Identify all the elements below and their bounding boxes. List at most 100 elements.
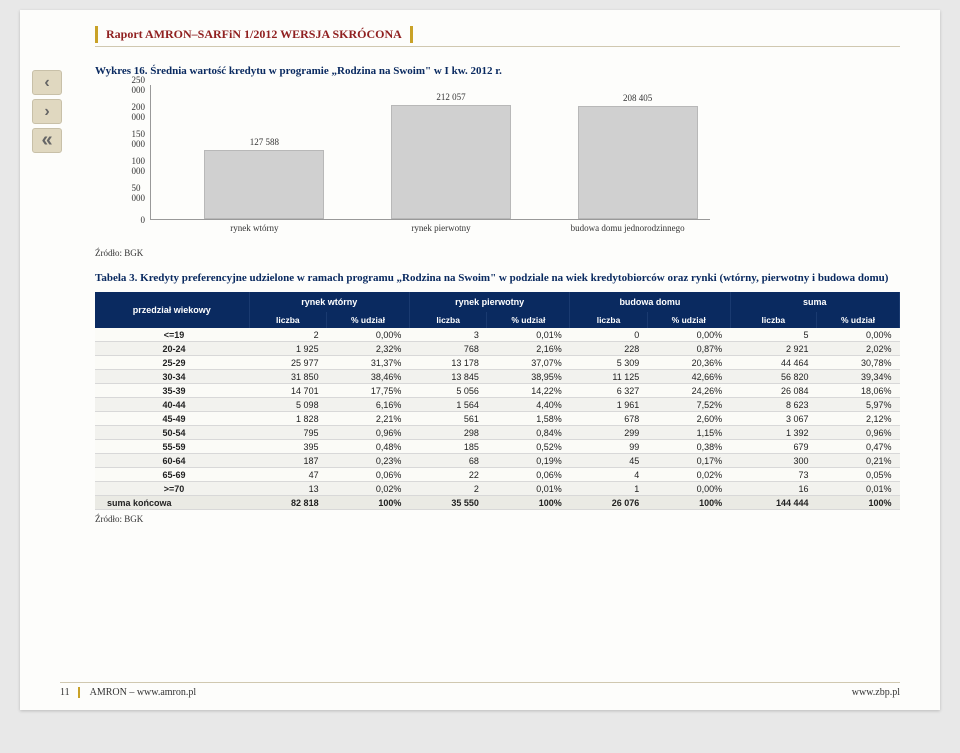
cell: 2,02%	[817, 342, 900, 356]
bar-value-label: 208 405	[579, 93, 697, 103]
cell: 144 444	[730, 496, 816, 510]
cell: 0,17%	[647, 454, 730, 468]
cell: 0,96%	[817, 426, 900, 440]
chart-bar: 127 588	[204, 150, 324, 219]
cell: 0,19%	[487, 454, 570, 468]
table-row: 45-491 8282,21%5611,58%6782,60%3 0672,12…	[95, 412, 900, 426]
nav-buttons: ‹ › «	[32, 70, 62, 157]
table-row: >=70130,02%20,01%10,00%160,01%	[95, 482, 900, 496]
table-row: 55-593950,48%1850,52%990,38%6790,47%	[95, 440, 900, 454]
cell: 0,00%	[647, 328, 730, 342]
x-category: rynek wtórny	[171, 219, 338, 233]
cell: 5 309	[570, 356, 648, 370]
cell: 0	[570, 328, 648, 342]
prev-page-button[interactable]: ‹	[32, 70, 62, 95]
table-title: Tabela 3. Kredyty preferencyjne udzielon…	[95, 272, 900, 284]
cell: 2	[409, 482, 487, 496]
cell: 99	[570, 440, 648, 454]
cell: 26 084	[730, 384, 816, 398]
row-key: 50-54	[95, 426, 249, 440]
cell: 11 125	[570, 370, 648, 384]
cell: 1	[570, 482, 648, 496]
cell: 187	[249, 454, 327, 468]
cell: 14,22%	[487, 384, 570, 398]
row-key: 55-59	[95, 440, 249, 454]
cell: 0,01%	[487, 482, 570, 496]
cell: 26 076	[570, 496, 648, 510]
cell: 5	[730, 328, 816, 342]
cell: 0,01%	[817, 482, 900, 496]
col-sub-header: % udział	[647, 312, 730, 328]
cell: 795	[249, 426, 327, 440]
cell: 4,40%	[487, 398, 570, 412]
table-source: Źródło: BGK	[95, 514, 900, 524]
cell: 0,47%	[817, 440, 900, 454]
cell: 38,46%	[327, 370, 410, 384]
footer: 11 AMRON – www.amron.pl www.zbp.pl	[60, 682, 900, 698]
cell: 17,75%	[327, 384, 410, 398]
cell: 82 818	[249, 496, 327, 510]
cell: 2,21%	[327, 412, 410, 426]
row-key: 30-34	[95, 370, 249, 384]
table-row: 30-3431 85038,46%13 84538,95%11 12542,66…	[95, 370, 900, 384]
cell: 56 820	[730, 370, 816, 384]
row-key: <=19	[95, 328, 249, 342]
cell: 100%	[327, 496, 410, 510]
cell: 300	[730, 454, 816, 468]
cell: 5 098	[249, 398, 327, 412]
cell: 1 961	[570, 398, 648, 412]
cell: 35 550	[409, 496, 487, 510]
cell: 1,58%	[487, 412, 570, 426]
col-sub-header: liczba	[249, 312, 327, 328]
y-tick: 200 000	[132, 102, 152, 122]
cell: 0,96%	[327, 426, 410, 440]
table-row: 60-641870,23%680,19%450,17%3000,21%	[95, 454, 900, 468]
y-tick: 0	[141, 215, 152, 225]
cell: 42,66%	[647, 370, 730, 384]
cell: 100%	[487, 496, 570, 510]
cell: 31,37%	[327, 356, 410, 370]
cell: 1 392	[730, 426, 816, 440]
cell: 73	[730, 468, 816, 482]
cell: 6,16%	[327, 398, 410, 412]
back-button[interactable]: «	[32, 128, 62, 153]
col-header-rowkey: przedział wiekowy	[95, 292, 249, 328]
y-tick: 150 000	[132, 129, 152, 149]
chart-bar: 208 405	[578, 106, 698, 219]
cell: 0,05%	[817, 468, 900, 482]
cell: 13 845	[409, 370, 487, 384]
row-key: 40-44	[95, 398, 249, 412]
cell: 0,84%	[487, 426, 570, 440]
cell: 7,52%	[647, 398, 730, 412]
cell: 31 850	[249, 370, 327, 384]
row-key: 35-39	[95, 384, 249, 398]
cell: 1 925	[249, 342, 327, 356]
footer-left: 11 AMRON – www.amron.pl	[60, 687, 196, 698]
chart-area: 250 000200 000150 000100 00050 0000127 5…	[150, 85, 900, 220]
col-sub-header: liczba	[730, 312, 816, 328]
cell: 0,21%	[817, 454, 900, 468]
cell: 0,52%	[487, 440, 570, 454]
header: Raport AMRON–SARFiN 1/2012 WERSJA SKRÓCO…	[95, 25, 900, 47]
x-category: budowa domu jednorodzinnego	[544, 219, 711, 233]
cell: 13 178	[409, 356, 487, 370]
y-tick: 100 000	[132, 156, 152, 176]
next-page-button[interactable]: ›	[32, 99, 62, 124]
table-row: <=1920,00%30,01%00,00%50,00%	[95, 328, 900, 342]
cell: 30,78%	[817, 356, 900, 370]
cell: 68	[409, 454, 487, 468]
col-sub-header: liczba	[570, 312, 648, 328]
cell: 0,38%	[647, 440, 730, 454]
table-row: 35-3914 70117,75%5 05614,22%6 32724,26%2…	[95, 384, 900, 398]
row-key: 25-29	[95, 356, 249, 370]
chart-title: Wykres 16. Średnia wartość kredytu w pro…	[95, 65, 900, 77]
cell: 0,06%	[327, 468, 410, 482]
cell: 1,15%	[647, 426, 730, 440]
cell: 6 327	[570, 384, 648, 398]
cell: 2 921	[730, 342, 816, 356]
table-row: 25-2925 97731,37%13 17837,07%5 30920,36%…	[95, 356, 900, 370]
cell: 228	[570, 342, 648, 356]
cell: 1 828	[249, 412, 327, 426]
cell: 678	[570, 412, 648, 426]
table-row: 50-547950,96%2980,84%2991,15%1 3920,96%	[95, 426, 900, 440]
